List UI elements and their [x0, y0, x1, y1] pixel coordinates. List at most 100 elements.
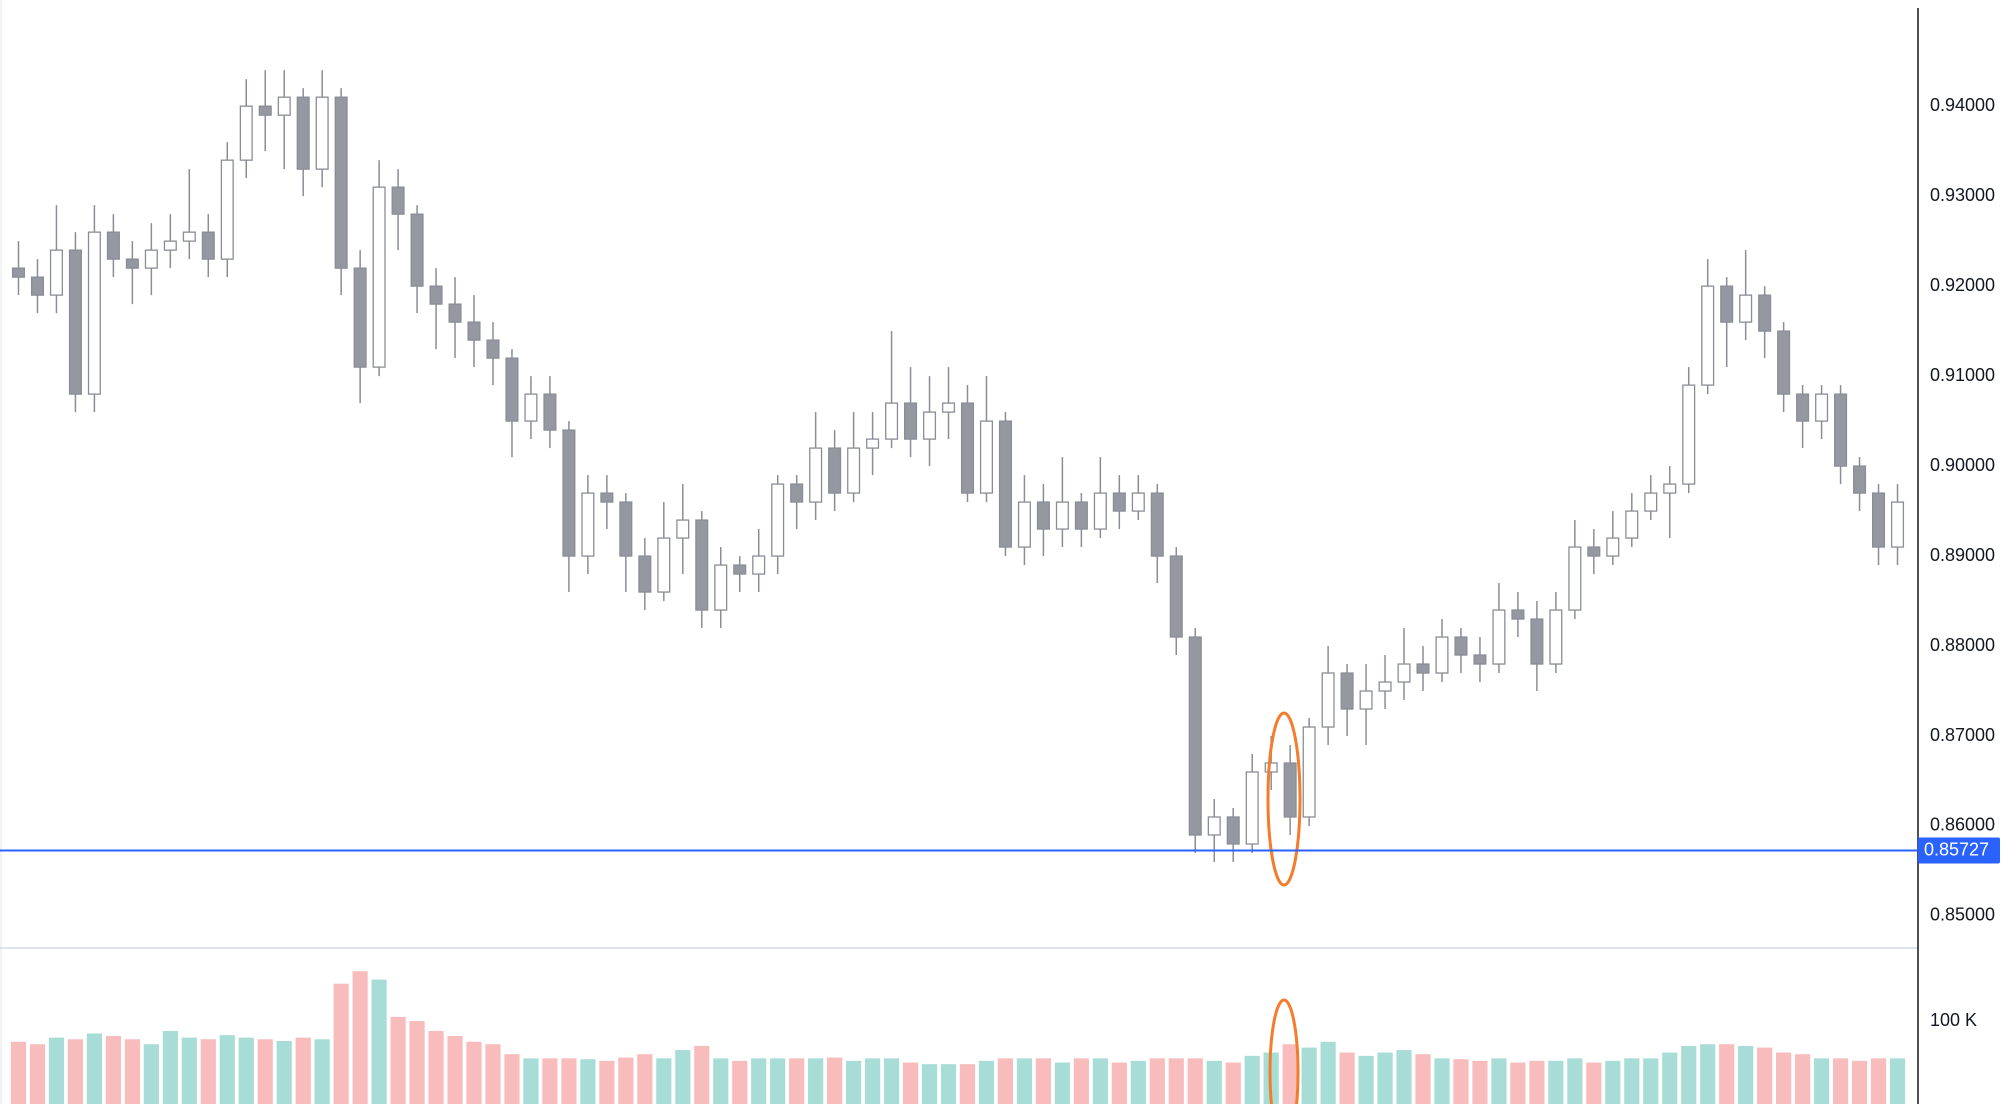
annotation-ellipse	[1266, 711, 1302, 887]
volume-bar	[1681, 1045, 1697, 1104]
candle-body	[429, 285, 443, 305]
volume-bar	[1016, 1058, 1033, 1104]
volume-bar	[409, 1021, 425, 1104]
volume-tick-label: 100 K	[1930, 1010, 1977, 1030]
candle-body	[1150, 492, 1164, 557]
candle-body	[1131, 492, 1145, 512]
volume-bar	[1130, 1060, 1146, 1104]
y-tick-label: 0.88000	[1930, 635, 1995, 655]
candle-body	[1701, 285, 1715, 386]
candle-body	[733, 564, 747, 575]
candle-body	[1777, 330, 1791, 395]
volume-bar	[1700, 1044, 1716, 1104]
volume-bar	[1206, 1060, 1222, 1104]
volume-bar	[1510, 1062, 1526, 1104]
candle-body	[1890, 501, 1905, 548]
candle-body	[448, 303, 462, 323]
volume-bar	[485, 1044, 501, 1104]
candle-body	[11, 267, 26, 278]
y-tick-label: 0.90000	[1930, 455, 1995, 475]
candle-body	[106, 231, 120, 260]
candle-body	[809, 447, 823, 503]
candle-body	[1492, 609, 1506, 665]
candle-body	[1530, 618, 1544, 665]
candle-body	[505, 357, 519, 422]
volume-bar	[1339, 1052, 1355, 1104]
candle-body	[1435, 636, 1449, 674]
candle-body	[68, 249, 82, 395]
candle-body	[1093, 492, 1107, 530]
volume-bar	[466, 1041, 482, 1104]
candle-body	[201, 231, 215, 260]
candle-body	[182, 231, 196, 242]
volume-bar	[675, 1050, 691, 1104]
volume-bar	[523, 1058, 539, 1104]
candle-body	[960, 402, 975, 494]
candle-body	[676, 519, 690, 539]
candle-body	[1834, 393, 1848, 467]
candle-body	[1739, 294, 1753, 323]
volume-bar	[1396, 1050, 1412, 1104]
candle-body	[1473, 654, 1487, 665]
candle-body	[1055, 501, 1069, 530]
candle-body	[1568, 546, 1582, 611]
volume-bar	[1415, 1054, 1431, 1104]
volume-bar	[997, 1058, 1014, 1104]
candle-body	[1625, 510, 1639, 539]
price-label: 0.85727	[1924, 839, 1989, 859]
volume-bar	[1738, 1045, 1754, 1104]
volume-bar	[1301, 1047, 1317, 1104]
volume-bar	[29, 1044, 46, 1104]
volume-bar	[1187, 1058, 1203, 1104]
candle-body	[866, 438, 880, 449]
candle-body	[1397, 663, 1411, 683]
candle-body	[1188, 636, 1202, 836]
candle-body	[1644, 492, 1658, 512]
candle-body	[1549, 609, 1563, 665]
candle-body	[847, 447, 861, 494]
candle-body	[581, 492, 595, 557]
volume-bar	[1624, 1058, 1640, 1104]
candle-body	[144, 249, 158, 269]
volume-bar	[656, 1058, 672, 1104]
volume-bar	[1244, 1055, 1260, 1104]
candle-body	[543, 393, 557, 431]
volume-bar	[295, 1037, 311, 1104]
volume-bar	[1377, 1052, 1393, 1104]
volume-bar	[1719, 1044, 1735, 1104]
volume-bar	[333, 983, 349, 1104]
candle-body	[1112, 492, 1126, 512]
volume-bar	[1605, 1060, 1621, 1104]
candle-body	[239, 105, 253, 161]
volume-bar	[67, 1039, 84, 1104]
volume-bar	[1832, 1058, 1849, 1104]
candle-body	[1207, 816, 1221, 836]
volume-bar	[1073, 1058, 1089, 1104]
candle-body	[1378, 681, 1392, 692]
volume-bar	[808, 1058, 824, 1104]
candle-body	[220, 159, 234, 260]
volume-bar	[219, 1035, 235, 1104]
candle-body	[1321, 672, 1335, 728]
candle-body	[1587, 546, 1601, 557]
candle-body	[1720, 285, 1734, 323]
candle-body	[979, 420, 994, 494]
candle-body	[1283, 762, 1297, 818]
candle-body	[1302, 726, 1316, 818]
candle-body	[1245, 771, 1259, 845]
volume-bar	[1870, 1058, 1887, 1104]
candle-body	[941, 402, 956, 413]
volume-bar	[10, 1041, 27, 1104]
candle-body	[1169, 555, 1183, 638]
volume-bar	[1889, 1058, 1906, 1104]
volume-bar	[48, 1037, 65, 1104]
candle-body	[638, 555, 652, 593]
volume-bar	[371, 979, 387, 1104]
candle-body	[562, 429, 576, 557]
volume-bar	[1795, 1054, 1811, 1104]
candle-body	[258, 105, 272, 116]
candle-body	[922, 411, 937, 440]
annotation-ellipse	[1268, 998, 1300, 1104]
candle-body	[771, 483, 785, 557]
volume-bar	[86, 1033, 103, 1104]
